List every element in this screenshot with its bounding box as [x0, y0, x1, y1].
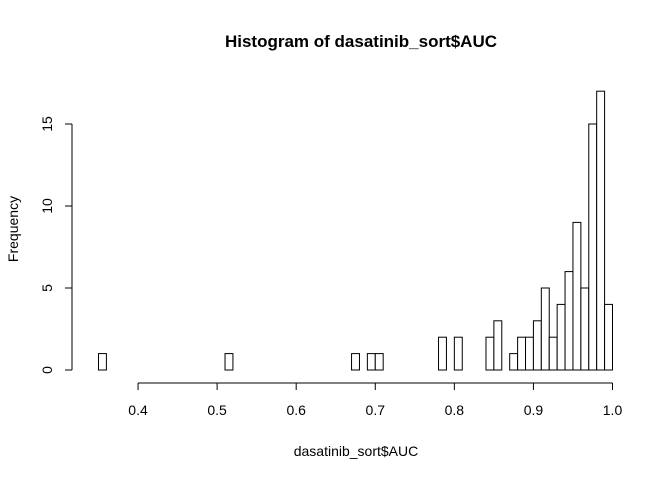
x-tick-label: 0.7	[366, 402, 386, 418]
histogram-bars	[98, 90, 614, 371]
x-axis-label: dasatinib_sort$AUC	[294, 443, 419, 459]
histogram-bar	[374, 353, 384, 371]
histogram-bar	[351, 353, 360, 371]
histogram-bar	[532, 320, 542, 371]
histogram-bar	[588, 123, 598, 371]
y-axis-label: Frequency	[5, 196, 21, 262]
histogram-bar	[438, 336, 447, 371]
x-tick-label: 0.9	[524, 402, 544, 418]
histogram-bar	[580, 287, 590, 371]
histogram-bar	[493, 320, 503, 371]
x-axis: 0.4 0.5 0.6 0.7 0.8 0.9 1.0	[128, 382, 623, 418]
histogram-bar	[98, 353, 107, 371]
histogram-bar	[556, 303, 566, 371]
histogram-bar	[548, 336, 558, 371]
histogram-bar	[596, 90, 606, 371]
histogram-bar	[540, 287, 550, 371]
histogram-bar	[572, 221, 582, 371]
x-tick-label: 0.4	[128, 402, 148, 418]
histogram-bar	[517, 336, 527, 371]
y-tick-label: 5	[39, 284, 55, 292]
histogram-bar	[525, 336, 534, 371]
histogram-bar	[485, 336, 495, 371]
histogram-bar	[509, 353, 519, 371]
x-tick-label: 0.5	[207, 402, 227, 418]
x-tick-label: 1.0	[603, 402, 623, 418]
histogram-bar	[224, 353, 234, 371]
chart-title: Histogram of dasatinib_sort$AUC	[225, 32, 497, 51]
x-tick-label: 0.6	[286, 402, 306, 418]
x-tick-label: 0.8	[445, 402, 465, 418]
histogram-bar	[453, 336, 463, 371]
y-axis: 0 5 10 15	[39, 116, 73, 374]
y-tick-label: 10	[39, 198, 55, 214]
histogram-bar	[366, 353, 376, 371]
histogram-bar	[604, 303, 614, 371]
y-tick-label: 15	[39, 116, 55, 132]
histogram-bar	[564, 271, 574, 371]
y-tick-label: 0	[39, 366, 55, 374]
